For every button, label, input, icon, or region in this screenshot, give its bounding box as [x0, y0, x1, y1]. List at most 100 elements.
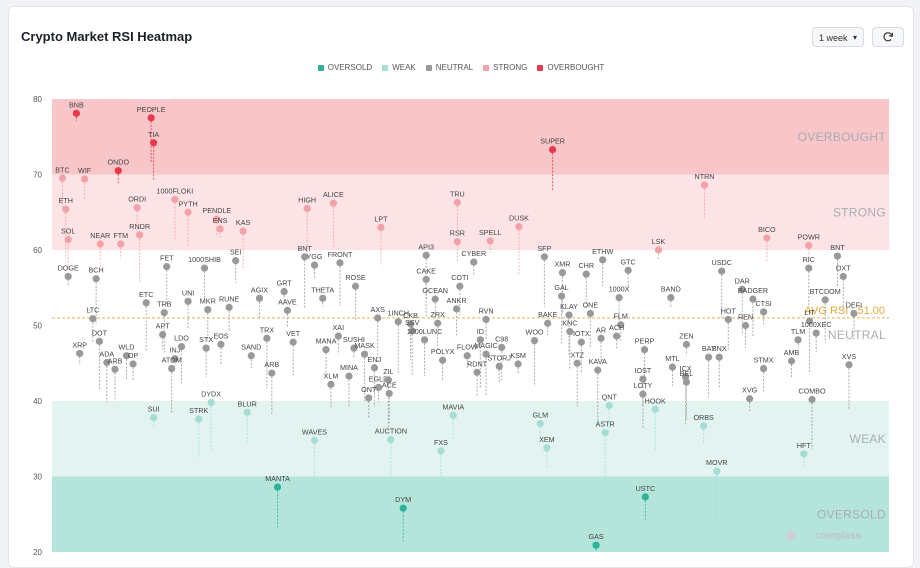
- point-zrx: [434, 319, 442, 327]
- point-label: IOTX: [573, 329, 590, 338]
- point-label: THETA: [311, 285, 334, 294]
- point-ygg: [310, 261, 319, 269]
- point-usdc: [718, 267, 726, 275]
- point-grt: [280, 287, 288, 296]
- point-sui: [149, 414, 158, 422]
- point-label: ANKR: [447, 296, 467, 305]
- point-label: ICX: [680, 364, 692, 373]
- point-label: SSV: [405, 318, 420, 327]
- point-label: LIT: [804, 308, 815, 317]
- point-label: XLM: [324, 371, 339, 380]
- point-sand: [247, 352, 255, 360]
- point-label: USTC: [636, 484, 656, 493]
- point-eth: [62, 205, 70, 213]
- point-icx: [682, 373, 690, 381]
- point-ldo: [177, 343, 186, 351]
- point-label: AGIX: [251, 285, 268, 294]
- point-tlm: [794, 336, 802, 344]
- point-ksm: [514, 360, 522, 368]
- point-bnt: [301, 253, 309, 261]
- point-band: [667, 293, 675, 302]
- point-label: MKR: [200, 297, 216, 306]
- time-range-select[interactable]: 1 week ▾: [812, 27, 864, 47]
- point-sushi: [350, 344, 358, 352]
- point-trx: [263, 334, 271, 342]
- point-storj: [495, 362, 503, 370]
- zone-oversold: [52, 476, 889, 552]
- point-combo: [808, 395, 816, 404]
- point-pyth: [184, 208, 192, 216]
- legend-item-weak[interactable]: WEAK: [382, 63, 416, 72]
- refresh-button[interactable]: [872, 27, 904, 47]
- point-people: [147, 114, 155, 122]
- point-bnt: [833, 252, 842, 260]
- point-label: ORBS: [693, 413, 714, 422]
- point-label: BADGER: [738, 286, 768, 295]
- point-label: LDO: [174, 334, 189, 343]
- point-ont: [365, 394, 373, 402]
- point-label: TRB: [157, 300, 172, 309]
- point-label: PENDLE: [202, 206, 231, 215]
- point-ada: [103, 358, 111, 367]
- point-ach: [613, 332, 621, 340]
- legend-swatch: [537, 64, 544, 71]
- point-ocean: [431, 295, 439, 303]
- point-label: XRP: [72, 340, 87, 349]
- point-1000floki: [171, 195, 179, 204]
- point-uni: [184, 297, 192, 305]
- point-label: KLAY: [560, 302, 578, 311]
- legend-item-overbought[interactable]: OVERBOUGHT: [537, 63, 604, 72]
- point-xvg: [746, 395, 754, 403]
- legend-label: OVERSOLD: [327, 63, 373, 72]
- point-label: LTC: [86, 306, 99, 315]
- chevron-down-icon: ▾: [852, 33, 857, 42]
- point-label: IOST: [635, 366, 652, 375]
- point-label: AAVE: [278, 297, 297, 306]
- point-label: ONT: [361, 385, 377, 394]
- point-label: MAGIC: [474, 341, 498, 350]
- point-label: C98: [495, 334, 508, 343]
- legend-item-oversold[interactable]: OVERSOLD: [317, 63, 373, 72]
- point-label: MOVR: [706, 458, 728, 467]
- chart-legend: OVERSOLD WEAK NEUTRAL STRONG OVERBOUGHT: [9, 63, 913, 72]
- coinglass-logo-icon: [786, 530, 796, 541]
- point-label: BICO: [758, 225, 776, 234]
- point-label: KNC: [562, 319, 577, 328]
- point-knc: [566, 327, 574, 336]
- point-ankr: [452, 305, 461, 313]
- point-label: BTC: [55, 165, 69, 174]
- zone-neutral: [52, 250, 889, 401]
- legend-swatch: [317, 64, 324, 71]
- point-alice: [329, 199, 337, 207]
- point-zil: [384, 376, 392, 384]
- point-strk: [195, 415, 203, 423]
- point-zen: [682, 340, 691, 348]
- point-label: DOT: [92, 328, 108, 337]
- point-label: AUCTION: [375, 427, 407, 436]
- point-dar: [738, 285, 746, 293]
- point-stx: [202, 344, 210, 352]
- point-btc: [58, 174, 67, 182]
- point-label: AR: [596, 325, 606, 334]
- legend-item-neutral[interactable]: NEUTRAL: [425, 63, 473, 72]
- point-egld: [374, 383, 383, 392]
- point-iost: [639, 375, 647, 383]
- point-dusk: [515, 222, 523, 231]
- zone-overbought: [52, 99, 889, 175]
- point-lit: [805, 317, 814, 325]
- point-label: MTL: [665, 354, 679, 363]
- point-label: AXS: [371, 305, 386, 314]
- point-rdnt: [473, 368, 481, 376]
- point-label: DUSK: [509, 214, 529, 223]
- point-label: FTM: [113, 231, 128, 240]
- point-tia: [149, 139, 158, 147]
- point-label: STX: [199, 335, 213, 344]
- point-tru: [453, 198, 461, 207]
- legend-swatch: [425, 64, 432, 71]
- point-label: BNB: [69, 100, 84, 109]
- point-label: WOO: [526, 328, 544, 337]
- point-label: ENS: [213, 216, 228, 225]
- legend-item-strong[interactable]: STRONG: [483, 63, 527, 72]
- page-title: Crypto Market RSI Heatmap: [21, 29, 193, 44]
- point-label: BNT: [830, 243, 845, 252]
